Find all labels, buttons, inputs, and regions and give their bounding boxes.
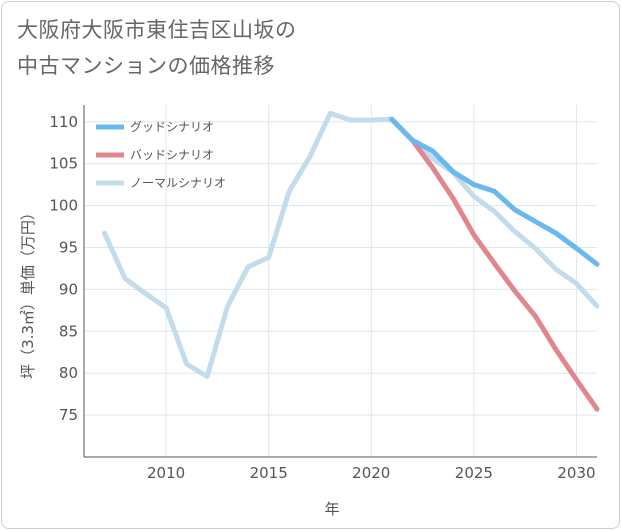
x-tick-label: 2015 — [250, 464, 288, 482]
y-tick-label: 105 — [49, 155, 78, 173]
y-tick-label: 80 — [59, 364, 78, 382]
x-tick-label: 2030 — [557, 464, 595, 482]
y-tick-label: 75 — [59, 406, 78, 424]
chart-title: 大阪府大阪市東住吉区山坂の 中古マンションの価格推移 — [17, 12, 577, 84]
chart-title-line1: 大阪府大阪市東住吉区山坂の — [17, 18, 297, 42]
y-tick-label: 110 — [49, 113, 78, 131]
grid — [83, 105, 597, 458]
x-tick-label: 2020 — [352, 464, 390, 482]
y-tick-label: 85 — [59, 322, 78, 340]
y-tick-labels: 75 80 85 90 95 100 105 110 — [49, 113, 78, 424]
y-tick-label: 95 — [59, 238, 78, 256]
series-line-2 — [102, 110, 600, 379]
chart-title-line2: 中古マンションの価格推移 — [17, 54, 275, 78]
x-tick-labels: 2010 2015 2020 2025 2030 — [147, 464, 596, 482]
x-tick-label: 2025 — [455, 464, 493, 482]
y-tick-label: 90 — [59, 280, 78, 298]
y-axis-label: 坪（3.3㎡）単価（万円） — [19, 205, 37, 379]
legend-label: バッドシナリオ — [130, 148, 214, 162]
x-tick-label: 2010 — [147, 464, 185, 482]
y-tick-label: 100 — [49, 197, 78, 215]
series-line-1 — [389, 116, 600, 412]
legend-label: グッドシナリオ — [130, 120, 214, 134]
series-lines — [102, 110, 600, 412]
x-axis-label: 年 — [324, 500, 339, 518]
series-line-0 — [389, 116, 600, 267]
legend-label: ノーマルシナリオ — [130, 176, 226, 190]
